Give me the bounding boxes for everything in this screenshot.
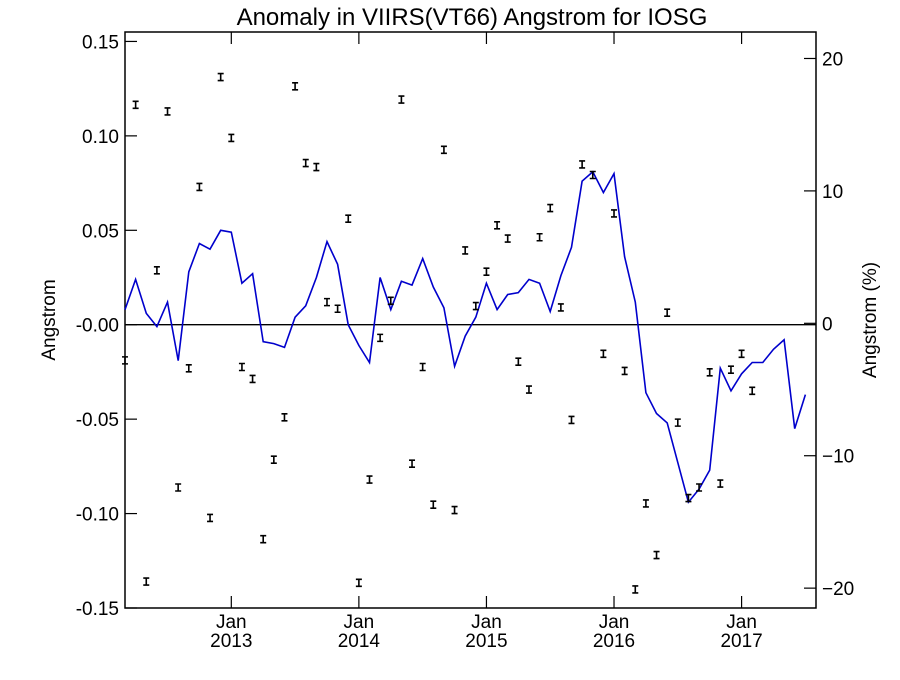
errorbar-point	[611, 209, 618, 218]
errorbar-point	[440, 145, 447, 155]
errorbar-point	[685, 493, 692, 503]
errorbar-point	[674, 418, 681, 427]
x-tick-label-year: 2014	[338, 631, 381, 652]
errorbar-point	[706, 368, 713, 377]
errorbar-point	[727, 365, 734, 374]
errorbar-point	[462, 246, 469, 255]
x-tick-label-month: Jan	[726, 612, 757, 633]
errorbar-point	[483, 267, 490, 276]
y-axis-label-left: Angstrom	[39, 279, 60, 360]
errorbar-point	[217, 72, 224, 82]
errorbar-point	[313, 162, 320, 172]
errorbar-point	[175, 483, 182, 492]
errorbar-point	[355, 578, 362, 588]
x-tick-label-year: 2016	[593, 631, 635, 652]
errorbar-point	[600, 349, 607, 359]
y-tick-label-left: -0.15	[76, 599, 119, 620]
errorbar-point	[228, 133, 235, 143]
y-tick-label-left: 0.10	[82, 127, 119, 148]
errorbar-point	[122, 356, 128, 365]
errorbar-point	[185, 364, 192, 373]
errorbar-point	[504, 234, 511, 243]
y-tick-label-right: −10	[822, 447, 854, 468]
chart-title: Anomaly in VIIRS(VT66) Angstrom for IOSG	[237, 4, 708, 31]
errorbar-point	[366, 475, 373, 484]
errorbar-point	[334, 304, 341, 314]
y-tick-label-right: 10	[822, 182, 843, 203]
y-tick-label-left: 0.15	[82, 32, 119, 53]
errorbar-point	[143, 577, 150, 586]
errorbar-point	[281, 413, 288, 422]
errorbar-point	[632, 585, 639, 594]
errorbar-point	[377, 333, 384, 343]
plot-frame	[124, 31, 817, 609]
errorbar-point	[164, 107, 171, 116]
series-line	[124, 170, 807, 504]
x-tick-label-year: 2017	[720, 631, 762, 652]
errorbar-point	[738, 349, 745, 359]
y-axis-label-right: Angstrom (%)	[860, 262, 881, 378]
errorbar-point	[419, 362, 426, 372]
y-tick-label-left: -0.05	[76, 410, 119, 431]
y-tick-label-left: -0.00	[76, 316, 119, 337]
plot-area: 0.15 0.10 0.05 -0.00 -0.05 -0.10 -0.15 20 10 0 −10…	[76, 31, 854, 652]
errorbar-point	[207, 513, 214, 523]
errorbar-point	[642, 499, 649, 508]
errorbar-point	[398, 95, 405, 104]
y-tick-label-right: −20	[822, 579, 854, 600]
errorbar-point	[525, 385, 532, 394]
errorbar-point	[557, 303, 564, 312]
errorbar-point	[749, 386, 756, 396]
errorbar-point	[589, 170, 596, 180]
errorbar-point	[579, 160, 586, 169]
x-tick-label-month: Jan	[216, 612, 247, 633]
x-tick-label-year: 2013	[210, 631, 252, 652]
errorbar-point	[238, 362, 245, 372]
errorbar-point	[472, 301, 479, 311]
errorbar-point	[260, 534, 267, 544]
x-tick-label-year: 2015	[465, 631, 507, 652]
errorbar-point	[430, 500, 437, 510]
x-tick-label-month: Jan	[471, 612, 502, 633]
errorbar-point	[664, 308, 671, 318]
errorbar-point	[345, 214, 352, 224]
errorbar-point	[515, 357, 522, 367]
errorbar-point	[568, 415, 575, 425]
errorbar-point	[494, 221, 501, 230]
y-tick-label-left: -0.10	[76, 505, 119, 526]
errorbar-point	[270, 455, 277, 464]
y-tick-label-right: 20	[822, 49, 843, 70]
y-tick-label-right: 0	[822, 314, 833, 335]
y-tick-label-left: 0.05	[82, 221, 119, 242]
errorbar-point	[196, 182, 203, 192]
errorbar-point	[292, 81, 299, 91]
errorbar-point	[387, 296, 394, 306]
errorbar-point	[696, 483, 703, 492]
errorbar-point	[323, 297, 330, 307]
x-tick-label-month: Jan	[344, 612, 375, 633]
errorbar-point	[717, 479, 724, 488]
errorbar-point	[249, 374, 256, 384]
errorbar-point	[536, 232, 543, 242]
x-tick-label-month: Jan	[599, 612, 630, 633]
errorbar-point	[153, 266, 160, 275]
errorbar-point	[653, 550, 660, 560]
errorbar-point	[621, 366, 628, 376]
errorbar-point	[132, 100, 139, 110]
errorbar-point	[451, 505, 458, 515]
errorbar-point	[302, 158, 309, 168]
errorbar-point	[409, 459, 416, 468]
errorbar-point	[547, 203, 554, 213]
